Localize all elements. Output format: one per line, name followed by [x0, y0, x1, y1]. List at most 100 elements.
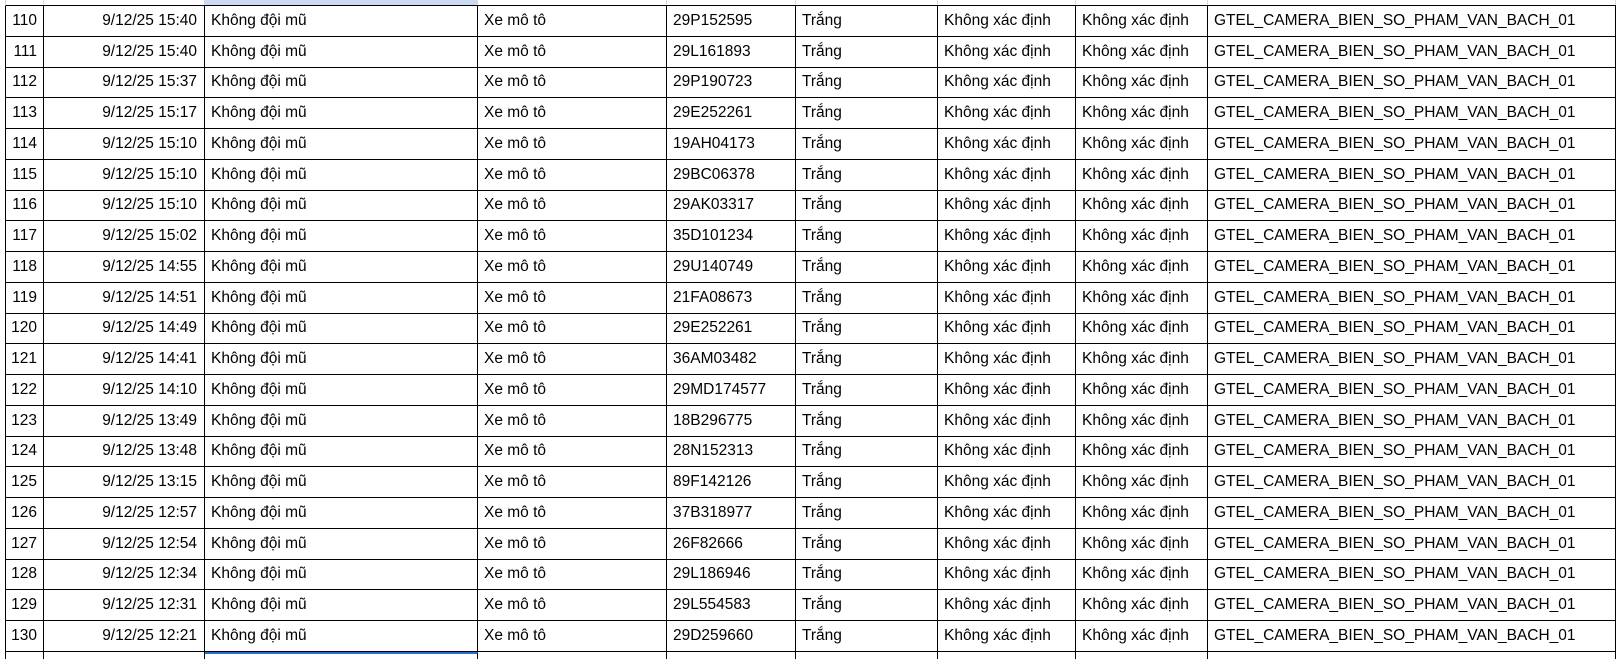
- cell-timestamp[interactable]: 9/12/25 12:31: [44, 590, 205, 620]
- cell-license-plate[interactable]: 29E252261: [667, 313, 796, 344]
- partial-cell[interactable]: [667, 651, 796, 659]
- partial-cell[interactable]: [478, 0, 667, 5]
- cell-attribute-2[interactable]: Không xác định: [1076, 621, 1208, 651]
- cell-timestamp[interactable]: 9/12/25 12:57: [44, 498, 205, 528]
- cell-violation-type[interactable]: Không đội mũ: [205, 282, 478, 313]
- cell-timestamp[interactable]: 9/12/25 14:49: [44, 313, 205, 344]
- cell-vehicle-type[interactable]: Xe mô tô: [478, 159, 667, 190]
- cell-vehicle-color[interactable]: Trắng: [796, 559, 938, 590]
- cell-camera-name[interactable]: GTEL_CAMERA_BIEN_SO_PHAM_VAN_BACH_01: [1208, 621, 1616, 651]
- cell-attribute-1[interactable]: Không xác định: [938, 129, 1076, 159]
- cell-timestamp[interactable]: 9/12/25 12:21: [44, 621, 205, 651]
- cell-row-number[interactable]: 112: [6, 67, 44, 98]
- cell-attribute-2[interactable]: Không xác định: [1076, 436, 1208, 467]
- cell-attribute-1[interactable]: Không xác định: [938, 559, 1076, 590]
- cell-license-plate[interactable]: 29E252261: [667, 98, 796, 128]
- cell-vehicle-type[interactable]: Xe mô tô: [478, 67, 667, 98]
- cell-row-number[interactable]: 130: [6, 621, 44, 651]
- cell-attribute-1[interactable]: Không xác định: [938, 67, 1076, 98]
- cell-license-plate[interactable]: 37B318977: [667, 498, 796, 528]
- cell-vehicle-color[interactable]: Trắng: [796, 375, 938, 405]
- cell-timestamp[interactable]: 9/12/25 13:15: [44, 467, 205, 497]
- cell-camera-name[interactable]: GTEL_CAMERA_BIEN_SO_PHAM_VAN_BACH_01: [1208, 98, 1616, 128]
- cell-row-number[interactable]: 118: [6, 252, 44, 282]
- cell-vehicle-color[interactable]: Trắng: [796, 36, 938, 67]
- cell-violation-type[interactable]: Không đội mũ: [205, 129, 478, 159]
- cell-timestamp[interactable]: 9/12/25 15:10: [44, 190, 205, 221]
- cell-attribute-2[interactable]: Không xác định: [1076, 159, 1208, 190]
- cell-vehicle-type[interactable]: Xe mô tô: [478, 498, 667, 528]
- cell-license-plate[interactable]: 21FA08673: [667, 282, 796, 313]
- cell-vehicle-color[interactable]: Trắng: [796, 282, 938, 313]
- cell-violation-type[interactable]: Không đội mũ: [205, 467, 478, 497]
- cell-row-number[interactable]: 128: [6, 559, 44, 590]
- cell-attribute-1[interactable]: Không xác định: [938, 528, 1076, 559]
- cell-attribute-1[interactable]: Không xác định: [938, 590, 1076, 620]
- cell-camera-name[interactable]: GTEL_CAMERA_BIEN_SO_PHAM_VAN_BACH_01: [1208, 405, 1616, 436]
- cell-attribute-2[interactable]: Không xác định: [1076, 590, 1208, 620]
- cell-row-number[interactable]: 111: [6, 36, 44, 67]
- cell-camera-name[interactable]: GTEL_CAMERA_BIEN_SO_PHAM_VAN_BACH_01: [1208, 528, 1616, 559]
- cell-vehicle-type[interactable]: Xe mô tô: [478, 190, 667, 221]
- cell-timestamp[interactable]: 9/12/25 15:10: [44, 129, 205, 159]
- cell-vehicle-color[interactable]: Trắng: [796, 467, 938, 497]
- cell-camera-name[interactable]: GTEL_CAMERA_BIEN_SO_PHAM_VAN_BACH_01: [1208, 159, 1616, 190]
- cell-license-plate[interactable]: 29AK03317: [667, 190, 796, 221]
- cell-vehicle-type[interactable]: Xe mô tô: [478, 313, 667, 344]
- cell-camera-name[interactable]: GTEL_CAMERA_BIEN_SO_PHAM_VAN_BACH_01: [1208, 129, 1616, 159]
- cell-timestamp[interactable]: 9/12/25 15:40: [44, 6, 205, 36]
- cell-vehicle-color[interactable]: Trắng: [796, 436, 938, 467]
- cell-attribute-2[interactable]: Không xác định: [1076, 375, 1208, 405]
- cell-vehicle-color[interactable]: Trắng: [796, 67, 938, 98]
- cell-attribute-1[interactable]: Không xác định: [938, 221, 1076, 251]
- cell-license-plate[interactable]: 29BC06378: [667, 159, 796, 190]
- cell-timestamp[interactable]: 9/12/25 13:49: [44, 405, 205, 436]
- cell-vehicle-color[interactable]: Trắng: [796, 528, 938, 559]
- cell-violation-type[interactable]: Không đội mũ: [205, 375, 478, 405]
- partial-cell[interactable]: [796, 651, 938, 659]
- cell-license-plate[interactable]: 29U140749: [667, 252, 796, 282]
- cell-attribute-1[interactable]: Không xác định: [938, 282, 1076, 313]
- cell-timestamp[interactable]: 9/12/25 15:17: [44, 98, 205, 128]
- cell-attribute-2[interactable]: Không xác định: [1076, 344, 1208, 374]
- cell-vehicle-color[interactable]: Trắng: [796, 590, 938, 620]
- cell-row-number[interactable]: 122: [6, 375, 44, 405]
- cell-vehicle-type[interactable]: Xe mô tô: [478, 621, 667, 651]
- partial-cell[interactable]: [478, 651, 667, 659]
- cell-violation-type[interactable]: Không đội mũ: [205, 6, 478, 36]
- cell-row-number[interactable]: 117: [6, 221, 44, 251]
- partial-cell[interactable]: [44, 651, 205, 659]
- partial-cell[interactable]: [6, 0, 44, 5]
- cell-vehicle-color[interactable]: Trắng: [796, 621, 938, 651]
- cell-attribute-2[interactable]: Không xác định: [1076, 67, 1208, 98]
- cell-row-number[interactable]: 125: [6, 467, 44, 497]
- cell-attribute-2[interactable]: Không xác định: [1076, 36, 1208, 67]
- cell-attribute-2[interactable]: Không xác định: [1076, 405, 1208, 436]
- cell-attribute-2[interactable]: Không xác định: [1076, 190, 1208, 221]
- cell-license-plate[interactable]: 29P190723: [667, 67, 796, 98]
- cell-camera-name[interactable]: GTEL_CAMERA_BIEN_SO_PHAM_VAN_BACH_01: [1208, 190, 1616, 221]
- partial-cell[interactable]: [667, 0, 796, 5]
- partial-cell[interactable]: [1076, 0, 1208, 5]
- partial-cell[interactable]: [938, 651, 1076, 659]
- cell-vehicle-color[interactable]: Trắng: [796, 498, 938, 528]
- cell-vehicle-color[interactable]: Trắng: [796, 344, 938, 374]
- cell-attribute-2[interactable]: Không xác định: [1076, 498, 1208, 528]
- cell-row-number[interactable]: 123: [6, 405, 44, 436]
- cell-attribute-2[interactable]: Không xác định: [1076, 467, 1208, 497]
- cell-camera-name[interactable]: GTEL_CAMERA_BIEN_SO_PHAM_VAN_BACH_01: [1208, 282, 1616, 313]
- cell-timestamp[interactable]: 9/12/25 13:48: [44, 436, 205, 467]
- cell-vehicle-color[interactable]: Trắng: [796, 221, 938, 251]
- partial-cell[interactable]: [1208, 651, 1616, 659]
- cell-camera-name[interactable]: GTEL_CAMERA_BIEN_SO_PHAM_VAN_BACH_01: [1208, 36, 1616, 67]
- cell-attribute-1[interactable]: Không xác định: [938, 467, 1076, 497]
- cell-attribute-2[interactable]: Không xác định: [1076, 252, 1208, 282]
- cell-violation-type[interactable]: Không đội mũ: [205, 436, 478, 467]
- cell-attribute-1[interactable]: Không xác định: [938, 344, 1076, 374]
- cell-license-plate[interactable]: 29MD174577: [667, 375, 796, 405]
- cell-vehicle-color[interactable]: Trắng: [796, 6, 938, 36]
- cell-license-plate[interactable]: 29L186946: [667, 559, 796, 590]
- cell-timestamp[interactable]: 9/12/25 15:40: [44, 36, 205, 67]
- cell-attribute-2[interactable]: Không xác định: [1076, 129, 1208, 159]
- cell-attribute-2[interactable]: Không xác định: [1076, 559, 1208, 590]
